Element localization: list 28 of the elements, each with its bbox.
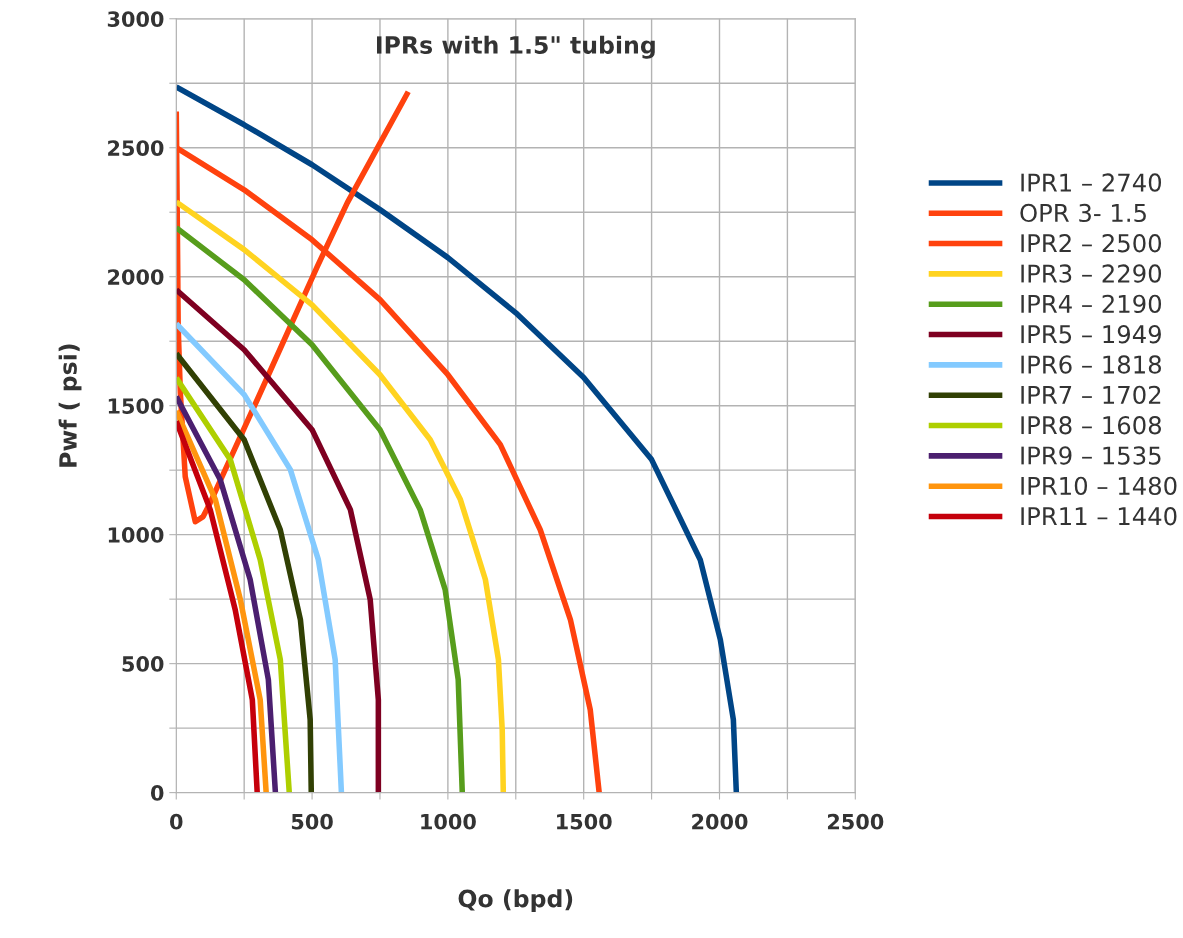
y-tick-label: 1000: [108, 527, 164, 543]
legend-label: IPR4 – 2190: [1021, 294, 1162, 314]
y-tick-label: 1500: [108, 398, 164, 414]
y-tick-label: 3000: [107, 11, 164, 27]
y-tick-label: 2500: [108, 140, 164, 156]
legend-label: IPR10 – 1480: [1021, 476, 1177, 496]
x-axis-title: Qo (bpd): [458, 889, 573, 913]
legend-label: IPR2 – 2500: [1021, 234, 1162, 253]
x-tick-label: 2000: [692, 813, 748, 830]
y-tick-label: 500: [122, 656, 164, 672]
legend-label: IPR11 – 1440: [1021, 506, 1177, 526]
x-tick-label: 1000: [421, 813, 476, 830]
y-tick-label: 0: [150, 785, 164, 801]
legend-label: IPR1 – 2740: [1021, 173, 1162, 192]
text: IPRs with 1.5" tubing: [377, 35, 655, 59]
legend-label: OPR 3- 1.5: [1020, 203, 1146, 223]
legend-label: IPR3 – 2290: [1021, 264, 1162, 283]
legend-label: IPR8 – 1608: [1021, 416, 1161, 435]
legend-label: IPR7 – 1702: [1021, 385, 1161, 405]
x-tick-label: 0: [170, 813, 183, 830]
y-axis-title: Pwf ( psi): [58, 344, 82, 467]
x-tick-label: 2500: [827, 813, 884, 830]
x-tick-label: 500: [291, 813, 333, 830]
y-tick-label: 2000: [108, 269, 164, 285]
legend-label: IPR9 – 1535: [1021, 446, 1161, 465]
x-tick-label: 1500: [557, 813, 612, 830]
legend-label: IPR5 – 1949: [1021, 325, 1161, 344]
legend-label: IPR6 – 1818: [1021, 355, 1161, 374]
